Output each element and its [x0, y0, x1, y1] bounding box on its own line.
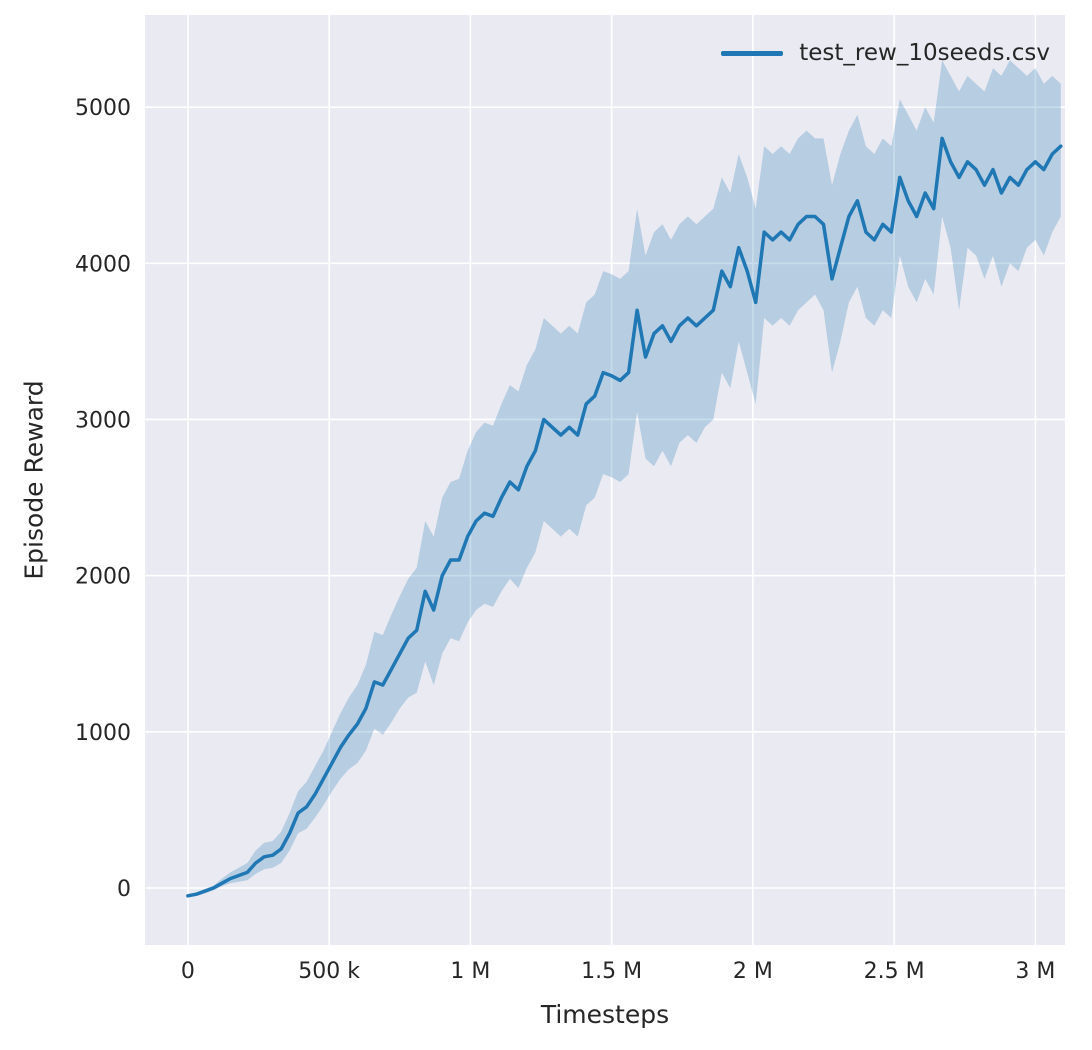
- x-tick-label: 2 M: [733, 959, 773, 984]
- x-tick-label: 3 M: [1015, 959, 1055, 984]
- legend-label: test_rew_10seeds.csv: [799, 40, 1050, 66]
- plot-background: [145, 15, 1065, 945]
- x-axis-label: Timesteps: [540, 1000, 670, 1029]
- confidence-band: [187, 60, 1061, 898]
- y-tick-label: 0: [117, 877, 131, 902]
- y-axis-label: Episode Reward: [19, 380, 49, 580]
- legend: test_rew_10seeds.csv: [721, 40, 1050, 66]
- y-tick-label: 5000: [75, 96, 131, 121]
- y-tick-label: 2000: [75, 565, 131, 590]
- x-tick-label: 1 M: [450, 959, 490, 984]
- x-tick-label: 2.5 M: [864, 959, 925, 984]
- legend-line-sample: [721, 50, 784, 56]
- mean-line: [186, 136, 1063, 898]
- y-tick-label: 4000: [75, 252, 131, 277]
- x-tick-label: 0: [181, 959, 195, 984]
- x-tick-label: 1.5 M: [581, 959, 642, 984]
- y-tick-label: 1000: [75, 721, 131, 746]
- y-tick-label: 3000: [75, 408, 131, 433]
- x-tick-label: 500 k: [298, 959, 360, 984]
